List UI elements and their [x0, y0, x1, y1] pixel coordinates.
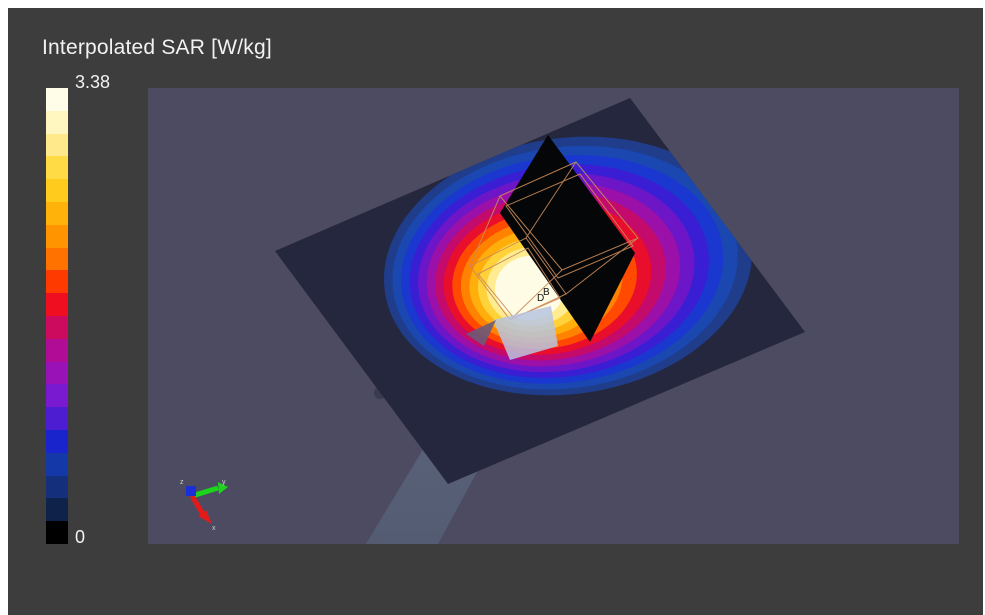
colorbar-swatch: [46, 293, 68, 316]
colorbar-swatch: [46, 179, 68, 202]
colorbar-swatch: [46, 430, 68, 453]
colorbar-swatch: [46, 316, 68, 339]
colorbar-swatch: [46, 476, 68, 499]
colorbar-swatch: [46, 111, 68, 134]
y-axis-label: y: [222, 479, 226, 486]
x-axis-label: x: [212, 525, 216, 532]
colorbar-swatch: [46, 202, 68, 225]
colorbar-swatch: [46, 453, 68, 476]
colorbar-swatch: [46, 384, 68, 407]
colorbar-swatch: [46, 498, 68, 521]
colorbar-swatch: [46, 339, 68, 362]
colorbar: [46, 88, 68, 544]
colorbar-swatch: [46, 270, 68, 293]
3d-viewport[interactable]: B D: [148, 88, 959, 544]
colorbar-swatch: [46, 156, 68, 179]
sar-scene: B D: [148, 88, 959, 544]
colorbar-swatch: [46, 225, 68, 248]
colorbar-max-label: 3.38: [75, 72, 110, 93]
colorbar-swatch: [46, 248, 68, 271]
colorbar-min-label: 0: [75, 527, 85, 548]
axes-orientation-triad[interactable]: y x z: [176, 472, 236, 532]
colorbar-swatch: [46, 134, 68, 157]
z-axis-label: z: [180, 479, 184, 486]
colorbar-title: Interpolated SAR [W/kg]: [42, 36, 272, 60]
colorbar-swatch: [46, 521, 68, 544]
colorbar-swatch: [46, 407, 68, 430]
model-label-d: D: [537, 293, 544, 304]
colorbar-swatch: [46, 88, 68, 111]
colorbar-swatch: [46, 362, 68, 385]
z-axis-block: [186, 486, 196, 496]
